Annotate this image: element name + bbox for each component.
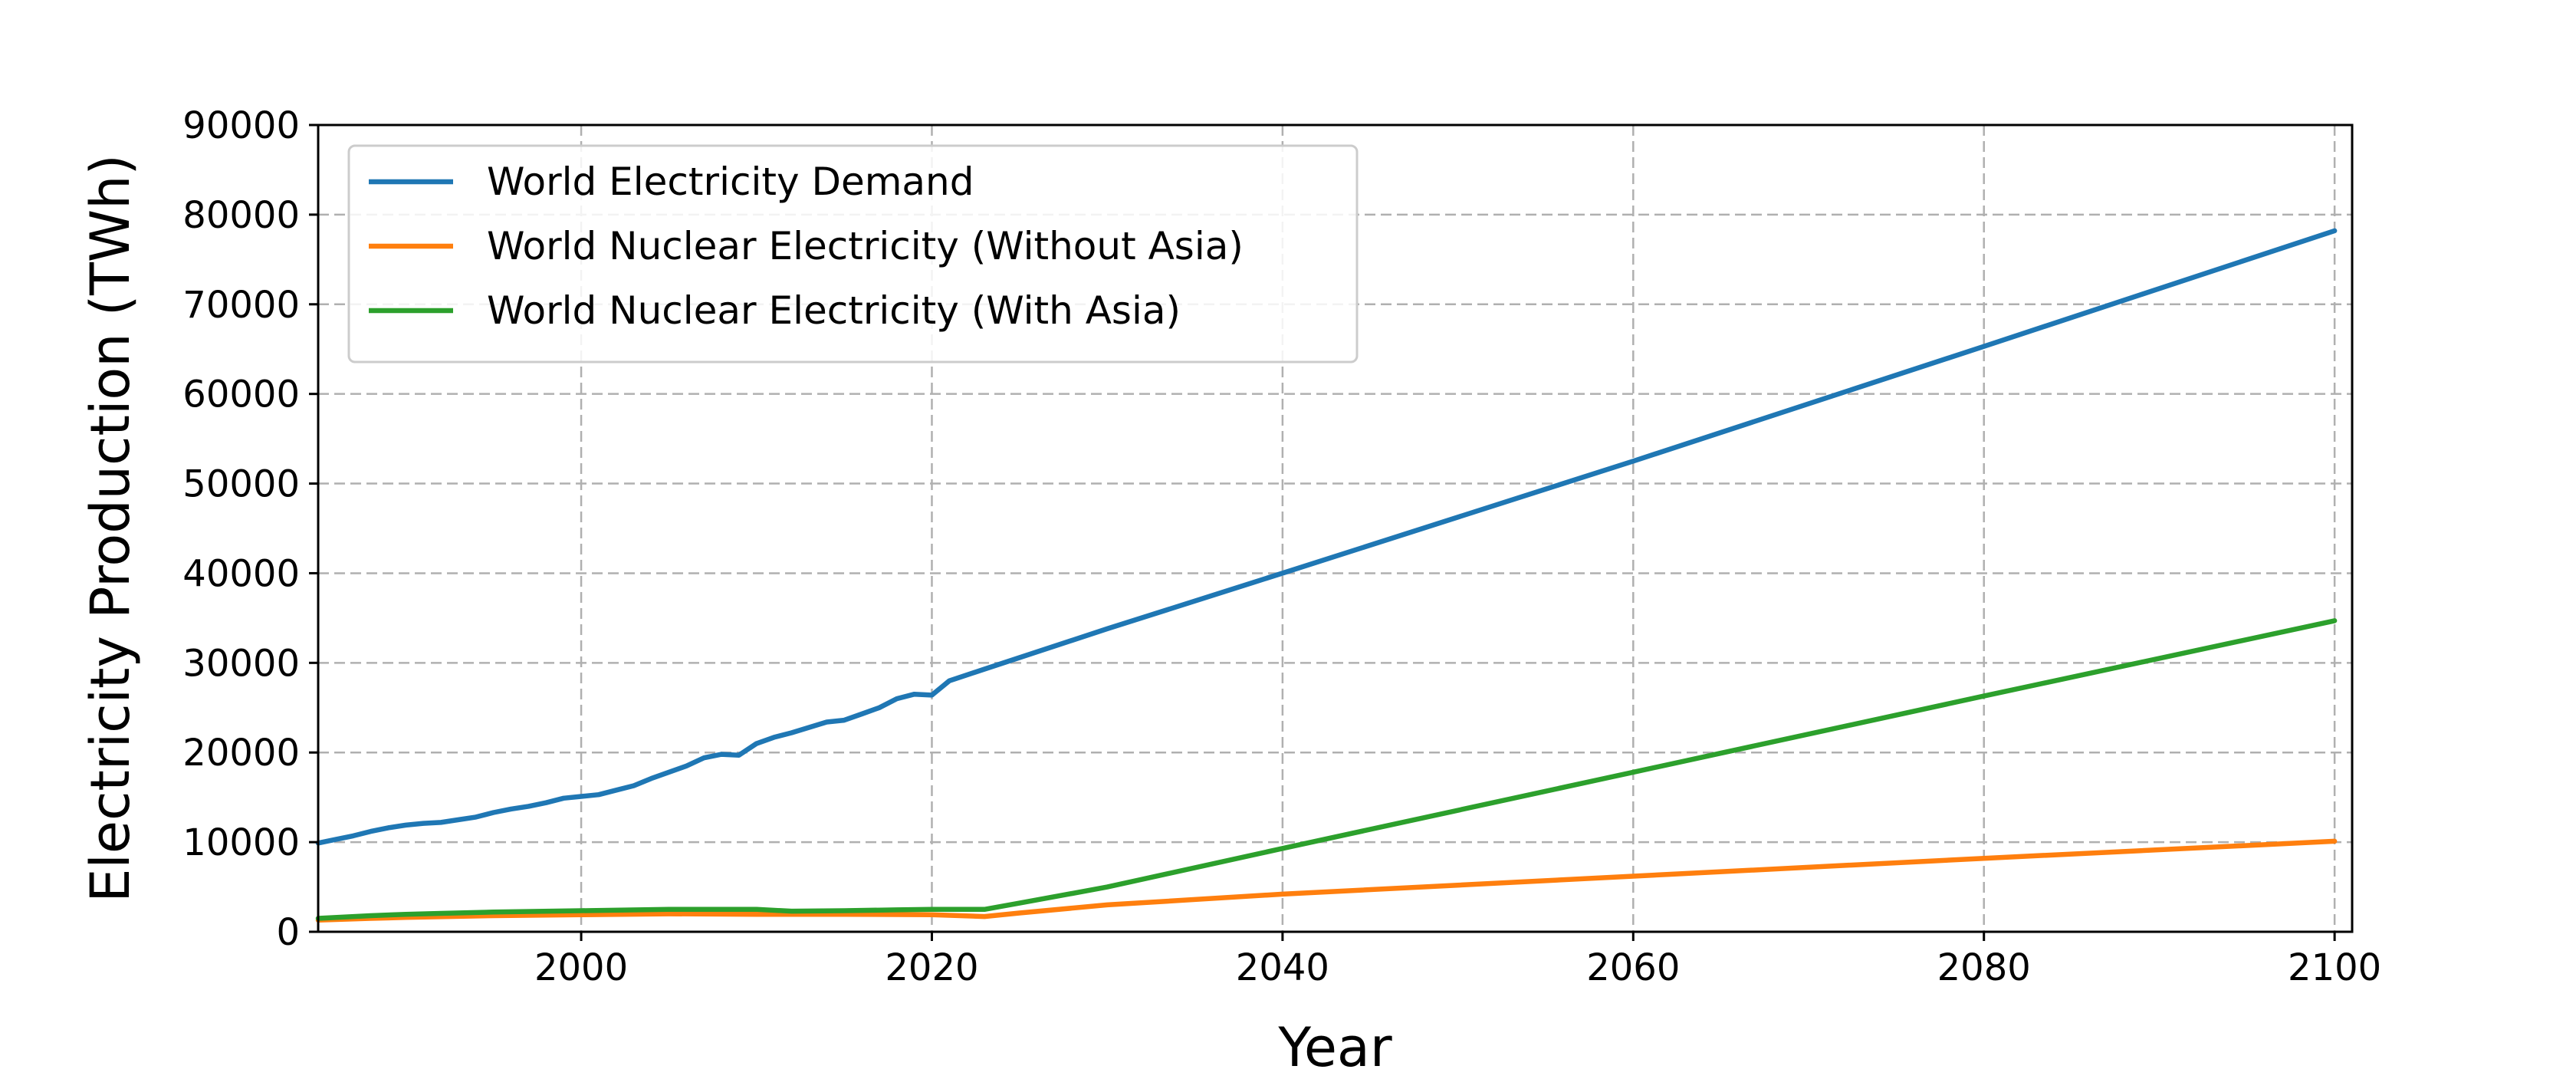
y-tick-label: 10000 — [182, 821, 300, 864]
y-tick-label: 60000 — [182, 373, 300, 416]
axis-ticks: 2000 2020 2040 2060 2080 2100 0 10000 20000 30000… — [182, 104, 2381, 989]
x-tick-label: 2100 — [2288, 946, 2381, 989]
x-tick-label: 2040 — [1236, 946, 1329, 989]
y-tick-label: 50000 — [182, 463, 300, 506]
y-tick-label: 90000 — [182, 104, 300, 147]
series-line-2 — [315, 838, 2338, 923]
y-axis-label: Electricity Production (TWh) — [79, 154, 142, 903]
x-axis-label: Year — [1277, 1016, 1392, 1079]
x-tick-label: 2020 — [885, 946, 978, 989]
x-tick-label: 2000 — [534, 946, 628, 989]
legend-box — [347, 144, 1359, 364]
y-tick-label: 0 — [276, 911, 300, 954]
plot-area-frame — [317, 123, 2354, 933]
series-lines — [315, 228, 2338, 923]
y-tick-label: 70000 — [182, 284, 300, 327]
legend: World Electricity Demand World Nuclear El… — [347, 144, 1359, 364]
y-tick-label: 30000 — [182, 642, 300, 685]
legend-label: World Nuclear Electricity (Without Asia) — [487, 224, 1244, 268]
legend-label: World Nuclear Electricity (With Asia) — [487, 288, 1181, 333]
x-tick-label: 2080 — [1937, 946, 2031, 989]
legend-label: World Electricity Demand — [487, 160, 974, 204]
series-line-3 — [315, 618, 2338, 921]
y-tick-label: 80000 — [182, 194, 300, 237]
y-tick-label: 20000 — [182, 732, 300, 775]
y-tick-label: 40000 — [182, 552, 300, 595]
series-line-1 — [315, 228, 2338, 846]
x-tick-label: 2060 — [1586, 946, 1680, 989]
